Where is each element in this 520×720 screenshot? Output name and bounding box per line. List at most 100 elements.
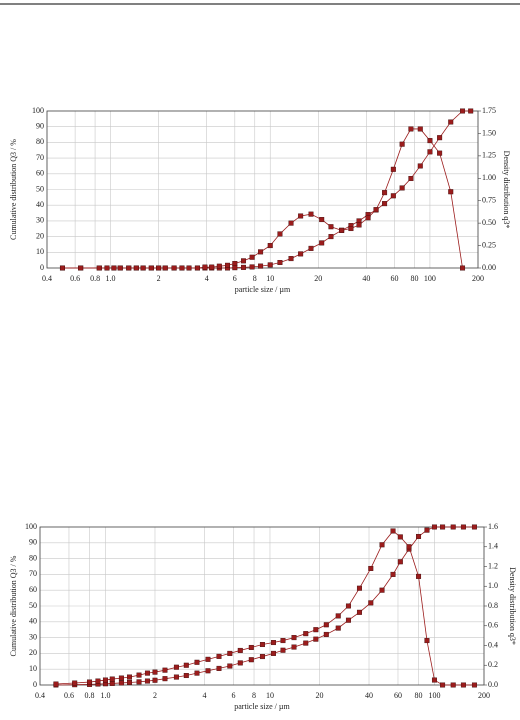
y2-tick-label: 0.6	[488, 621, 498, 630]
y-tick-label: 60	[29, 585, 37, 594]
y2-tick-label: 0.2	[488, 660, 498, 669]
data-point	[319, 240, 325, 246]
data-point	[202, 264, 208, 270]
data-point	[248, 644, 254, 650]
data-point	[109, 680, 115, 686]
y2-tick-label: 0.75	[482, 196, 496, 205]
data-point	[280, 647, 286, 653]
data-point	[237, 647, 243, 653]
data-point	[162, 265, 168, 271]
data-point	[437, 150, 443, 156]
x-tick-label: 20	[315, 691, 323, 700]
data-point	[102, 677, 108, 683]
data-point	[406, 544, 412, 550]
x-tick-label: 0.8	[85, 691, 95, 700]
data-point	[471, 682, 477, 688]
x-tick-label: 200	[478, 691, 490, 700]
data-point	[368, 565, 374, 571]
data-point	[460, 524, 466, 530]
y-tick-label: 40	[36, 200, 44, 209]
y-tick-label: 70	[29, 569, 37, 578]
data-point	[173, 674, 179, 680]
data-point	[288, 256, 294, 262]
data-point	[323, 622, 329, 628]
y-tick-label: 40	[29, 617, 37, 626]
data-point	[259, 642, 265, 648]
data-point	[183, 673, 189, 679]
data-point	[416, 533, 422, 539]
data-point	[240, 258, 246, 264]
data-point	[382, 190, 388, 196]
y-axis-label: Cumulative distribution Q3 / %	[9, 139, 18, 240]
data-point	[379, 587, 385, 593]
data-point	[313, 627, 319, 633]
y2-tick-label: 0.00	[482, 263, 496, 272]
data-point	[109, 676, 115, 682]
x-tick-label: 2	[157, 274, 161, 283]
data-point	[118, 675, 124, 681]
x-tick-label: 6	[233, 274, 237, 283]
data-point	[270, 640, 276, 646]
y-tick-label: 50	[36, 184, 44, 193]
data-point	[335, 625, 341, 631]
y2-tick-label: 0.8	[488, 601, 498, 610]
data-point	[87, 679, 93, 685]
data-point	[194, 265, 200, 271]
y-tick-label: 30	[36, 216, 44, 225]
y-tick-label: 30	[29, 632, 37, 641]
y-tick-label: 0	[33, 680, 37, 689]
data-point	[232, 261, 238, 267]
y-tick-label: 0	[40, 263, 44, 272]
data-point	[471, 524, 477, 530]
data-point	[397, 559, 403, 565]
x-tick-label: 0.6	[70, 274, 80, 283]
data-point	[96, 265, 102, 271]
y-tick-label: 80	[36, 137, 44, 146]
data-point	[216, 263, 222, 269]
data-point	[127, 674, 133, 680]
data-point	[399, 185, 405, 191]
data-point	[171, 265, 177, 271]
x-tick-label: 20	[314, 274, 322, 283]
y2-tick-label: 1.75	[482, 106, 496, 115]
x-tick-label: 40	[365, 691, 373, 700]
x-tick-label: 0.4	[42, 274, 52, 283]
data-point	[382, 201, 388, 207]
data-point	[450, 524, 456, 530]
y2-tick-label: 0.0	[488, 680, 498, 689]
data-point	[437, 135, 443, 141]
data-point	[390, 528, 396, 534]
data-point	[397, 534, 403, 540]
data-point	[427, 149, 433, 155]
data-point	[232, 265, 238, 271]
y-tick-label: 80	[29, 553, 37, 562]
data-point	[117, 265, 123, 271]
data-point	[460, 108, 466, 114]
y-tick-label: 10	[36, 247, 44, 256]
y2-tick-label: 1.50	[482, 128, 496, 137]
y-tick-label: 50	[29, 601, 37, 610]
data-point	[431, 677, 437, 683]
data-point	[258, 249, 264, 255]
data-point	[267, 243, 273, 249]
x-tick-label: 60	[391, 274, 399, 283]
data-point	[431, 524, 437, 530]
x-tick-label: 10	[266, 691, 274, 700]
x-tick-label: 40	[362, 274, 370, 283]
series-line	[55, 530, 475, 686]
data-point	[162, 676, 168, 682]
y2-tick-label: 1.4	[488, 542, 498, 551]
y-tick-label: 20	[29, 648, 37, 657]
data-point	[136, 679, 142, 685]
data-point	[209, 264, 215, 270]
data-point	[144, 670, 150, 676]
data-point	[118, 680, 124, 686]
data-point	[140, 265, 146, 271]
data-point	[111, 265, 117, 271]
y-tick-label: 90	[36, 122, 44, 131]
x-tick-label: 60	[394, 691, 402, 700]
data-point	[408, 176, 414, 182]
data-point	[345, 617, 351, 623]
data-point	[339, 227, 345, 233]
data-point	[308, 245, 314, 251]
